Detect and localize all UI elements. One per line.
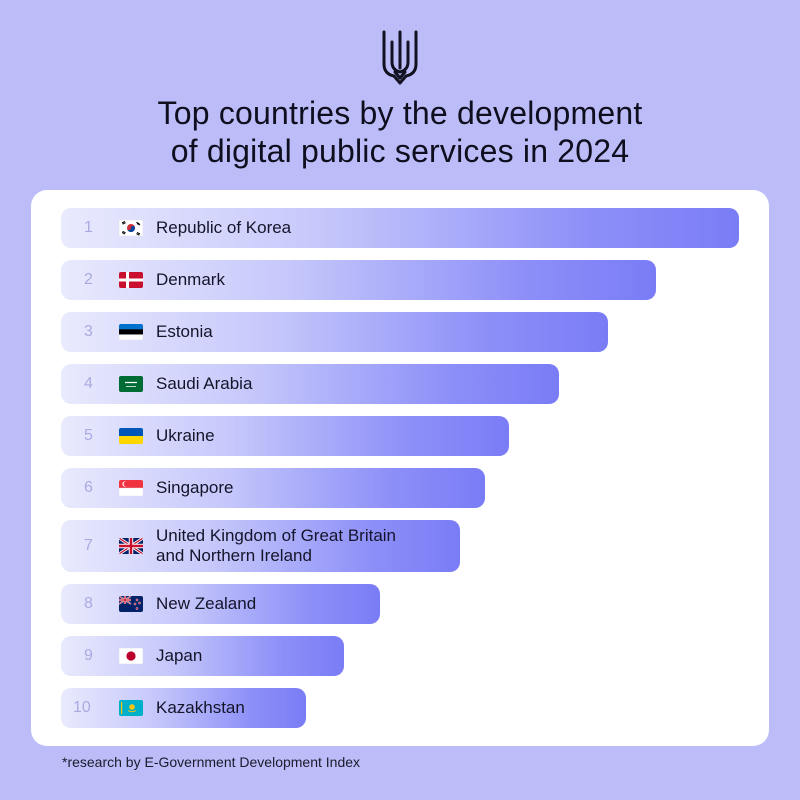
- bar-ukraine: 5 Ukraine: [61, 416, 509, 456]
- country-label: Ukraine: [156, 426, 215, 445]
- flag-dk-icon: [119, 272, 143, 288]
- flag-sa-icon: [119, 376, 143, 392]
- bar-kazakhstan: 10 Kazakhstan: [61, 688, 306, 728]
- rank-label: 4: [84, 375, 93, 392]
- rank-label: 6: [84, 479, 93, 496]
- country-label: Saudi Arabia: [156, 374, 253, 393]
- chart-title: Top countries by the development of digi…: [0, 94, 800, 170]
- flag-ee-icon: [119, 324, 143, 340]
- bar-united-kingdom-of-great-britain-and-northern-ireland: 7 United Kingdom of Great Britain and Nor…: [61, 520, 460, 572]
- bar-singapore: 6 Singapore: [61, 468, 485, 508]
- flag-ua-icon: [119, 428, 143, 444]
- country-label: Republic of Korea: [156, 218, 292, 237]
- bar-denmark: 2 Denmark: [61, 260, 656, 300]
- chart-card: 1 Republic of Korea 2 Denmark 3 Estonia 4 Saudi…: [31, 190, 769, 746]
- rank-label: 10: [73, 699, 91, 716]
- flag-jp-icon: [119, 648, 143, 664]
- country-label: United Kingdom of Great Britain and Nort…: [156, 526, 397, 565]
- bar-saudi-arabia: 4 Saudi Arabia: [61, 364, 559, 404]
- country-label: Japan: [156, 646, 203, 665]
- rank-label: 1: [84, 219, 93, 236]
- flag-sg-icon: [119, 480, 143, 496]
- flag-nz-icon: [119, 596, 143, 612]
- title-line-1: Top countries by the development: [157, 95, 643, 131]
- rank-label: 5: [84, 427, 93, 444]
- country-label: Estonia: [156, 322, 213, 341]
- title-line-2: of digital public services in 2024: [170, 133, 630, 169]
- country-label: Singapore: [156, 478, 234, 497]
- rank-label: 3: [84, 323, 93, 340]
- trident-icon: [382, 30, 418, 85]
- bar-estonia: 3 Estonia: [61, 312, 608, 352]
- country-label: Denmark: [156, 270, 225, 289]
- flag-gb-icon: [119, 538, 143, 554]
- bar-japan: 9 Japan: [61, 636, 344, 676]
- country-label: Kazakhstan: [156, 698, 245, 717]
- flag-kr-icon: [119, 220, 143, 236]
- footnote: *research by E-Government Development In…: [62, 754, 361, 770]
- rank-label: 8: [84, 595, 93, 612]
- rank-label: 7: [84, 537, 93, 554]
- flag-kz-icon: [119, 700, 143, 716]
- country-label: New Zealand: [156, 594, 257, 613]
- bar-new-zealand: 8 New Zealand: [61, 584, 380, 624]
- rank-label: 2: [84, 271, 93, 288]
- bar-republic-of-korea: 1 Republic of Korea: [61, 208, 739, 248]
- rank-label: 9: [84, 647, 93, 664]
